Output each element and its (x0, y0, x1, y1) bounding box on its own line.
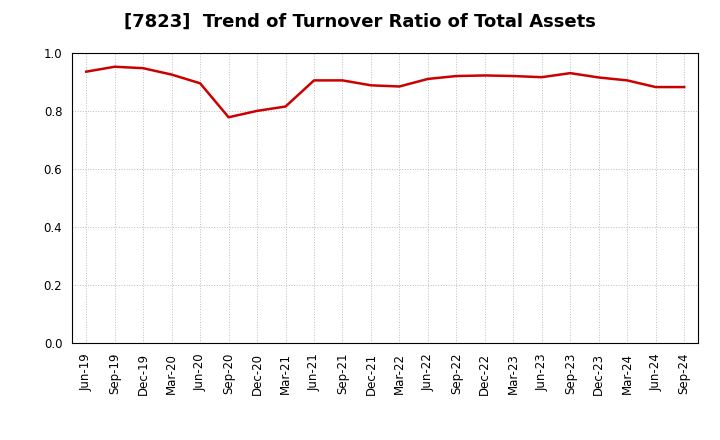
Text: [7823]  Trend of Turnover Ratio of Total Assets: [7823] Trend of Turnover Ratio of Total … (124, 13, 596, 31)
